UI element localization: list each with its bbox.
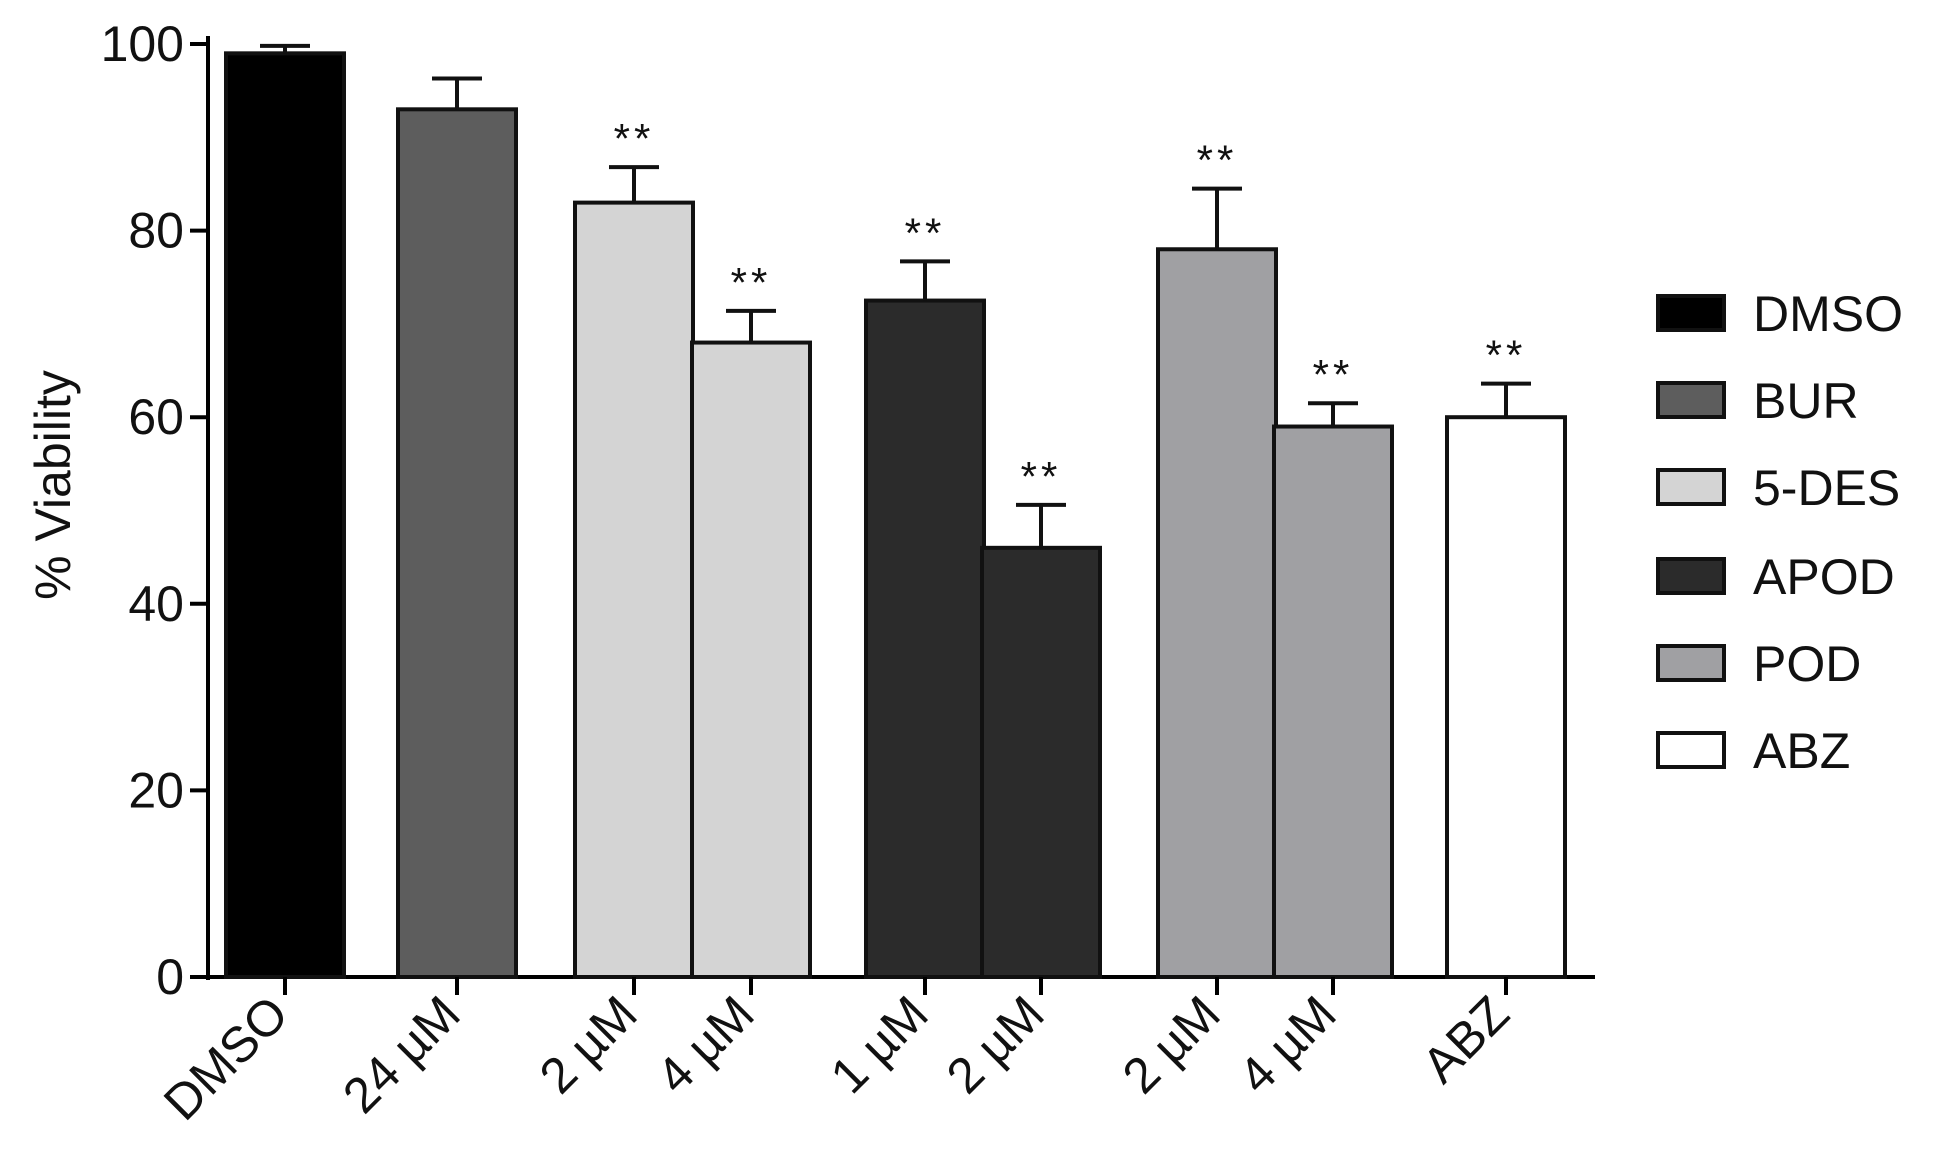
legend-swatch-3 <box>1656 557 1726 595</box>
x-tick-label-2: 2 µM <box>529 985 648 1104</box>
significance-marker-3: ** <box>731 259 772 306</box>
bar-4 <box>864 298 986 979</box>
x-tick-label-3: 4 µM <box>646 985 765 1104</box>
legend-label-0: DMSO <box>1753 286 1903 342</box>
y-tick-label-20: 20 <box>128 762 184 818</box>
bars <box>224 51 1567 980</box>
x-tick-label-1: 24 µM <box>332 985 471 1124</box>
bar-5 <box>980 545 1102 979</box>
significance-marker-6: ** <box>1197 137 1238 184</box>
legend-swatch-2 <box>1656 468 1726 506</box>
legend-swatch-5 <box>1656 731 1726 769</box>
x-tick-label-6: 2 µM <box>1112 985 1231 1104</box>
y-tick-label-100: 100 <box>101 16 184 72</box>
error-bars <box>260 43 1531 548</box>
legend-swatch-4 <box>1656 644 1726 682</box>
legend-label-3: APOD <box>1753 549 1895 605</box>
significance-marker-4: ** <box>905 209 946 256</box>
significance-markers: ** ** ** ** ** ** ** <box>614 115 1527 500</box>
significance-marker-5: ** <box>1021 453 1062 500</box>
x-tick-labels: DMSO 24 µM 2 µM4 µM 1 µM2 µM 2 µM4 µM ABZ <box>153 977 1520 1131</box>
bar-1 <box>396 107 518 979</box>
legend-label-1: BUR <box>1753 373 1859 429</box>
y-axis-label: % Viability <box>25 370 81 600</box>
y-tick-label-60: 60 <box>128 389 184 445</box>
significance-marker-8: ** <box>1486 332 1527 379</box>
bar-2 <box>573 200 695 980</box>
legend-swatch-1 <box>1656 381 1726 419</box>
y-tick-label-40: 40 <box>128 576 184 632</box>
bar-3 <box>690 340 812 979</box>
bar-6 <box>1156 247 1278 979</box>
bar-7 <box>1272 424 1394 979</box>
legend-label-2: 5-DES <box>1753 460 1900 516</box>
legend-label-5: ABZ <box>1753 723 1850 779</box>
y-tick-label-0: 0 <box>156 949 184 1005</box>
significance-marker-7: ** <box>1313 351 1354 398</box>
x-tick-label-8: ABZ <box>1411 985 1519 1093</box>
bar-0 <box>224 51 346 979</box>
bar-8 <box>1445 415 1567 979</box>
x-tick-label-7: 4 µM <box>1228 985 1347 1104</box>
x-tick-label-4: 1 µM <box>820 985 939 1104</box>
x-tick-label-5: 2 µM <box>936 985 1055 1104</box>
legend: DMSO BUR 5-DES APOD POD ABZ <box>1656 286 1903 779</box>
y-tick-label-80: 80 <box>128 203 184 259</box>
legend-label-4: POD <box>1753 636 1861 692</box>
legend-swatch-0 <box>1656 294 1726 332</box>
significance-marker-2: ** <box>614 115 655 162</box>
x-tick-label-0: DMSO <box>153 985 299 1131</box>
